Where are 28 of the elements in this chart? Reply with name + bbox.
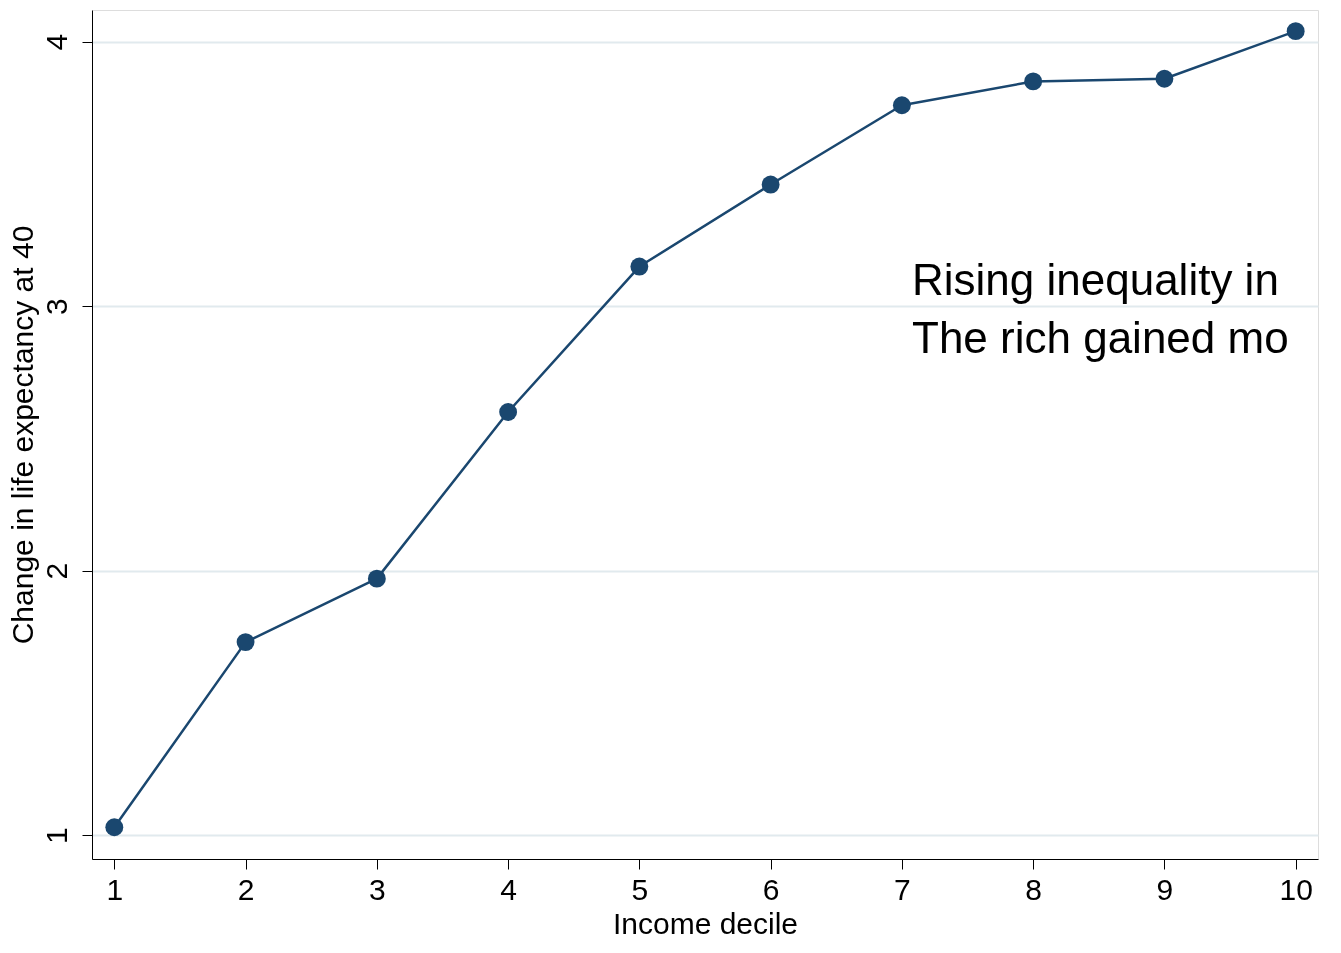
x-tick-label: 1: [106, 872, 124, 906]
y-tick-label: 3: [39, 298, 73, 316]
x-tick-label: 4: [500, 872, 517, 906]
y-tick-label: 4: [39, 33, 73, 51]
y-axis-title: Change in life expectancy at 40: [5, 225, 39, 645]
point: [892, 96, 911, 115]
x-tick-label: 2: [237, 872, 255, 906]
point: [1286, 22, 1305, 41]
point: [499, 403, 518, 421]
x-tick-label: 9: [1156, 872, 1174, 906]
y-tick-label: 2: [39, 562, 73, 580]
x-tick-label: 7: [894, 872, 911, 906]
point: [761, 175, 780, 194]
y-tick-label: 1: [39, 827, 73, 845]
x-tick-label: 5: [631, 872, 649, 906]
point: [630, 257, 649, 276]
point: [1155, 69, 1174, 88]
annotation: The rich gained mo: [912, 313, 1289, 362]
point: [1024, 72, 1043, 91]
x-axis-title: Income decile: [612, 906, 799, 940]
point: [367, 569, 386, 588]
x-tick-label: 6: [762, 872, 780, 906]
x-tick-label: 10: [1279, 872, 1313, 906]
point: [105, 818, 124, 837]
x-tick-label: 8: [1025, 872, 1042, 906]
point: [236, 633, 255, 652]
x-tick-label: 3: [369, 872, 386, 906]
annotation: Rising inequality in: [912, 255, 1279, 304]
